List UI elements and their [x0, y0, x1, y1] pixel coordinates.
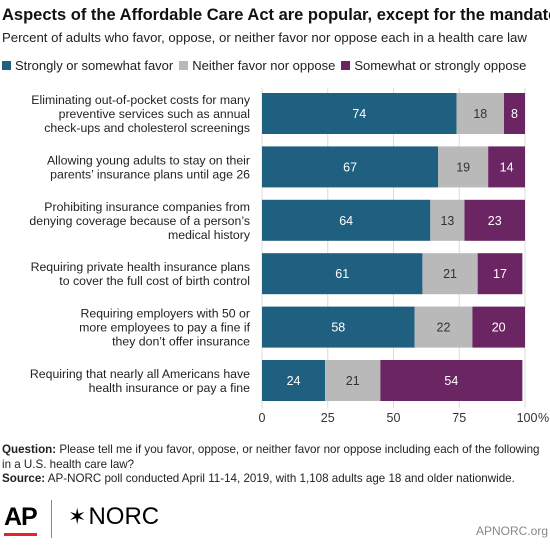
bar-neither [430, 199, 465, 241]
question-note: Question: Please tell me if you favor, o… [2, 443, 548, 472]
bar-favor [262, 253, 423, 295]
bar-neither [438, 146, 489, 188]
source-label: Source: [2, 472, 46, 485]
data-label-favor: 67 [343, 160, 357, 174]
bar-oppose [503, 93, 525, 134]
source-note: Source: AP-NORC poll conducted April 11-… [2, 472, 548, 487]
data-label-favor: 61 [335, 267, 349, 281]
data-label-oppose: 14 [500, 160, 514, 174]
category-label: Prohibiting insurance companies from deny… [29, 200, 250, 242]
question-text: Please tell me if you favor, oppose, or … [2, 443, 540, 471]
bar-favor [262, 146, 439, 188]
norc-logo: ✶ NORC [68, 503, 159, 531]
stacked-bar-chart: 0 25 50 75 100 % Eliminating out-of-pocket cos… [29, 88, 549, 425]
data-label-neither: 18 [473, 107, 487, 121]
category-label: Requiring private health insurance plans… [31, 260, 250, 288]
data-label-neither: 21 [346, 374, 360, 388]
legend-item-favor: Strongly or somewhat favor [2, 58, 173, 73]
legend: Strongly or somewhat favor Neither favor… [2, 58, 532, 73]
x-tick-label-0: 0 [259, 411, 266, 425]
data-label-oppose: 23 [488, 214, 502, 228]
chart-title: Aspects of the Affordable Care Act are p… [2, 6, 550, 24]
legend-label-neither: Neither favor nor oppose [192, 58, 336, 73]
bar-neither [422, 253, 478, 295]
ap-logo-underline [4, 533, 37, 536]
legend-label-oppose: Somewhat or strongly oppose [354, 58, 527, 73]
legend-label-favor: Strongly or somewhat favor [15, 58, 174, 73]
bar-favor [262, 306, 415, 348]
data-label-neither: 13 [440, 214, 454, 228]
bar-oppose [464, 199, 525, 241]
data-label-oppose: 8 [511, 107, 518, 121]
bar-neither [325, 360, 381, 401]
bar-favor [262, 360, 326, 401]
bar-neither [456, 93, 504, 134]
norc-logo-text: NORC [88, 503, 160, 530]
data-label-neither: 19 [456, 160, 470, 174]
legend-swatch-oppose [341, 61, 351, 70]
data-label-oppose: 17 [493, 267, 507, 281]
norc-star-icon: ✶ [68, 504, 87, 529]
logo-divider [51, 500, 52, 538]
data-label-neither: 22 [437, 321, 451, 335]
source-text: AP-NORC poll conducted April 11-14, 2019… [47, 472, 515, 485]
bar-oppose [380, 360, 523, 401]
x-tick-label-100: 100 [517, 411, 538, 425]
data-label-oppose: 20 [492, 321, 506, 335]
bar-oppose [477, 253, 523, 295]
category-label: Allowing young adults to stay on their pa… [47, 153, 250, 181]
x-tick-unit: % [538, 411, 549, 425]
x-tick-label-75: 75 [452, 411, 466, 425]
legend-item-oppose: Somewhat or strongly oppose [341, 58, 526, 73]
data-label-favor: 24 [287, 374, 301, 388]
footer-url: APNORC.org [475, 524, 548, 538]
ap-logo: AP [4, 503, 38, 531]
chart-notes: Question: Please tell me if you favor, o… [2, 443, 548, 487]
legend-swatch-neither [179, 61, 189, 70]
bar-oppose [488, 146, 525, 188]
data-label-oppose: 54 [444, 374, 458, 388]
legend-swatch-favor [2, 61, 11, 70]
data-label-favor: 58 [331, 321, 345, 335]
bar-favor [262, 93, 457, 134]
data-label-favor: 64 [339, 214, 353, 228]
bar-oppose [472, 306, 525, 348]
legend-item-neither: Neither favor nor oppose [179, 58, 335, 73]
x-tick-label-50: 50 [387, 411, 401, 425]
data-label-favor: 74 [352, 107, 366, 121]
data-label-neither: 21 [443, 267, 457, 281]
chart-subtitle: Percent of adults who favor, oppose, or … [2, 30, 527, 45]
category-label: Eliminating out-of-pocket costs for many… [31, 93, 251, 135]
category-label: Requiring employers with 50 or more emplo… [79, 307, 250, 349]
bar-neither [414, 306, 473, 348]
category-label: Requiring that nearly all Americans have… [30, 367, 250, 395]
question-label: Question: [2, 443, 57, 456]
x-tick-label-25: 25 [321, 411, 335, 425]
bar-favor [262, 199, 431, 241]
